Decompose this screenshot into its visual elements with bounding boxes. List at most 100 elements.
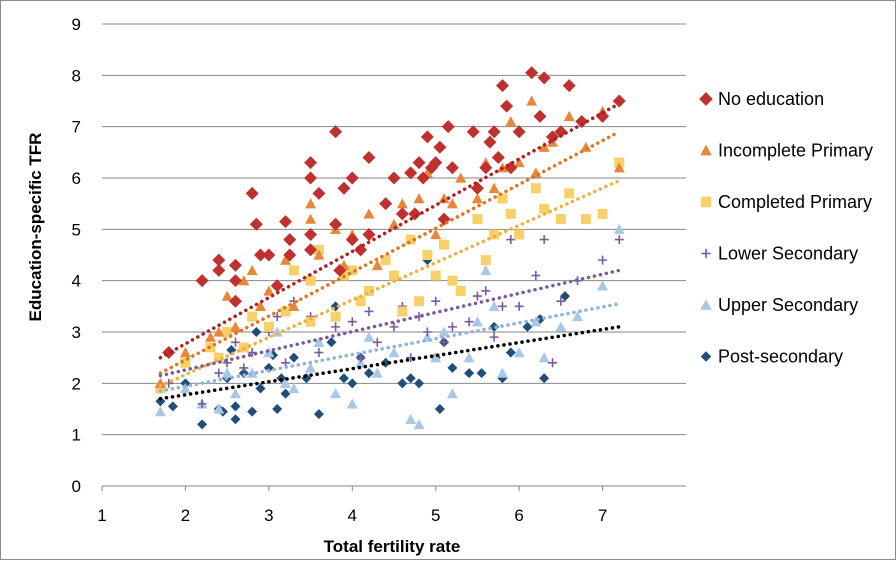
point-3-15 (356, 353, 366, 363)
point-4-24 (438, 326, 450, 337)
point-5-23 (326, 337, 337, 348)
x-tick-5: 5 (431, 506, 440, 525)
x-tick-2: 2 (181, 506, 190, 525)
data-points (154, 66, 626, 430)
trendline-4 (158, 302, 622, 393)
point-1-38 (563, 110, 575, 122)
point-2-10 (305, 316, 316, 327)
point-2-29 (480, 255, 491, 266)
point-3-30 (497, 301, 507, 311)
point-1-21 (396, 198, 408, 209)
point-3-34 (539, 235, 549, 245)
point-4-8 (271, 326, 283, 337)
point-0-15 (304, 227, 318, 241)
point-3-16 (364, 306, 374, 316)
point-1-13 (305, 213, 317, 224)
point-0-23 (337, 181, 351, 195)
point-3-14 (347, 317, 357, 327)
y-tick-4: 4 (72, 272, 81, 291)
point-0-12 (279, 215, 293, 229)
point-3-24 (439, 337, 449, 347)
point-0-46 (483, 135, 497, 149)
point-4-36 (597, 280, 609, 291)
point-1-5 (229, 321, 241, 332)
y-tick-3: 3 (72, 323, 81, 342)
legend-marker-2 (700, 196, 712, 208)
trendlines (158, 101, 622, 401)
point-5-42 (505, 347, 516, 358)
point-4-1 (179, 382, 191, 394)
point-0-24 (345, 171, 359, 185)
point-5-30 (397, 378, 408, 389)
point-5-13 (255, 383, 266, 394)
point-4-12 (313, 336, 325, 347)
point-2-37 (564, 188, 575, 199)
point-0-49 (495, 79, 509, 93)
point-1-26 (446, 198, 458, 209)
point-0-39 (433, 140, 447, 154)
point-1-0 (154, 377, 166, 389)
point-5-38 (464, 368, 475, 379)
point-0-11 (270, 279, 284, 293)
point-4-29 (488, 300, 500, 312)
point-2-32 (505, 208, 516, 219)
point-2-25 (439, 239, 450, 250)
point-4-17 (371, 367, 383, 378)
point-0-55 (537, 71, 551, 85)
point-0-34 (412, 156, 426, 170)
x-tick-6: 6 (514, 506, 523, 525)
point-0-18 (304, 156, 318, 170)
point-4-16 (363, 331, 375, 342)
point-2-17 (363, 285, 374, 296)
point-4-15 (355, 357, 367, 368)
trendline-5 (158, 325, 622, 401)
point-5-3 (197, 419, 208, 430)
point-1-19 (371, 259, 383, 270)
point-4-4 (221, 367, 233, 378)
point-0-54 (533, 109, 547, 123)
point-3-27 (472, 291, 482, 301)
point-4-35 (572, 311, 584, 322)
point-0-14 (283, 248, 297, 262)
point-4-31 (513, 347, 525, 358)
point-1-1 (179, 347, 191, 358)
point-2-36 (555, 214, 566, 225)
point-5-39 (476, 368, 487, 379)
legend-marker-1 (700, 144, 712, 156)
point-0-29 (379, 197, 393, 211)
point-1-28 (471, 193, 483, 204)
point-5-1 (167, 401, 178, 412)
point-5-9 (230, 401, 241, 412)
point-3-35 (548, 358, 558, 368)
point-2-38 (580, 214, 591, 225)
y-tick-5: 5 (72, 220, 81, 239)
point-3-8 (272, 312, 282, 322)
series-points-4 (154, 223, 625, 430)
legend-label-4: Upper Secondary (718, 295, 858, 315)
point-2-31 (497, 193, 508, 204)
point-3-33 (531, 271, 541, 281)
point-2-18 (380, 255, 391, 266)
point-1-7 (246, 264, 258, 276)
point-0-47 (487, 125, 501, 139)
point-3-12 (314, 348, 324, 358)
point-1-9 (263, 285, 275, 296)
point-0-28 (362, 227, 376, 241)
y-tick-0: 0 (72, 477, 81, 496)
point-2-15 (347, 265, 358, 276)
point-4-32 (530, 316, 542, 327)
point-2-34 (530, 183, 541, 194)
point-0-8 (249, 217, 263, 231)
point-0-6 (228, 274, 242, 288)
point-0-20 (329, 125, 343, 139)
point-0-48 (491, 150, 505, 164)
point-0-19 (312, 186, 326, 200)
point-2-20 (397, 306, 408, 317)
x-tick-3: 3 (264, 506, 273, 525)
point-3-23 (431, 296, 441, 306)
point-0-27 (362, 150, 376, 164)
point-0-36 (420, 130, 434, 144)
point-4-37 (613, 223, 625, 235)
x-tick-4: 4 (348, 506, 357, 525)
